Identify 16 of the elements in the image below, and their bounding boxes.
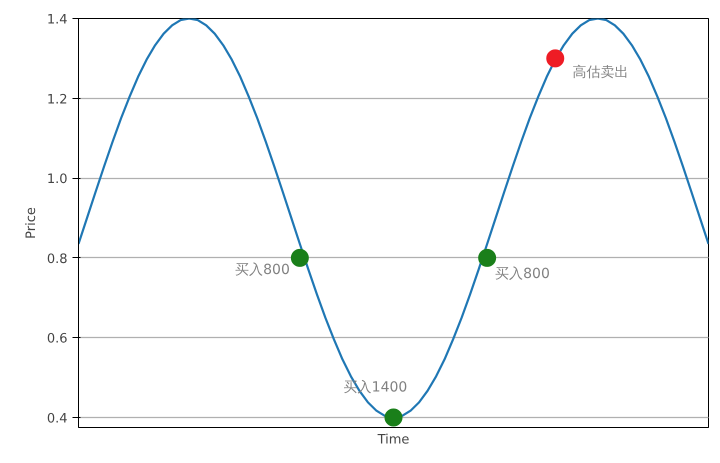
y-axis-title: Price <box>24 207 39 239</box>
y-tick-label: 1.0 <box>46 172 68 188</box>
point <box>546 49 564 68</box>
y-tick-label: 1.4 <box>46 12 68 28</box>
point <box>478 248 496 267</box>
y-tick-label: 0.4 <box>46 412 68 427</box>
x-axis-title: Time <box>376 432 410 448</box>
annotation: 买入1400 <box>344 380 408 396</box>
point <box>384 408 402 427</box>
y-tick-label: 0.6 <box>46 332 68 347</box>
annotation: 高估卖出 <box>572 64 628 80</box>
annotation: 买入800 <box>495 266 550 282</box>
y-tick-label: 1.2 <box>46 92 68 108</box>
y-tick-label: 0.8 <box>46 252 68 267</box>
annotation: 买入800 <box>235 262 290 278</box>
point <box>290 248 309 267</box>
